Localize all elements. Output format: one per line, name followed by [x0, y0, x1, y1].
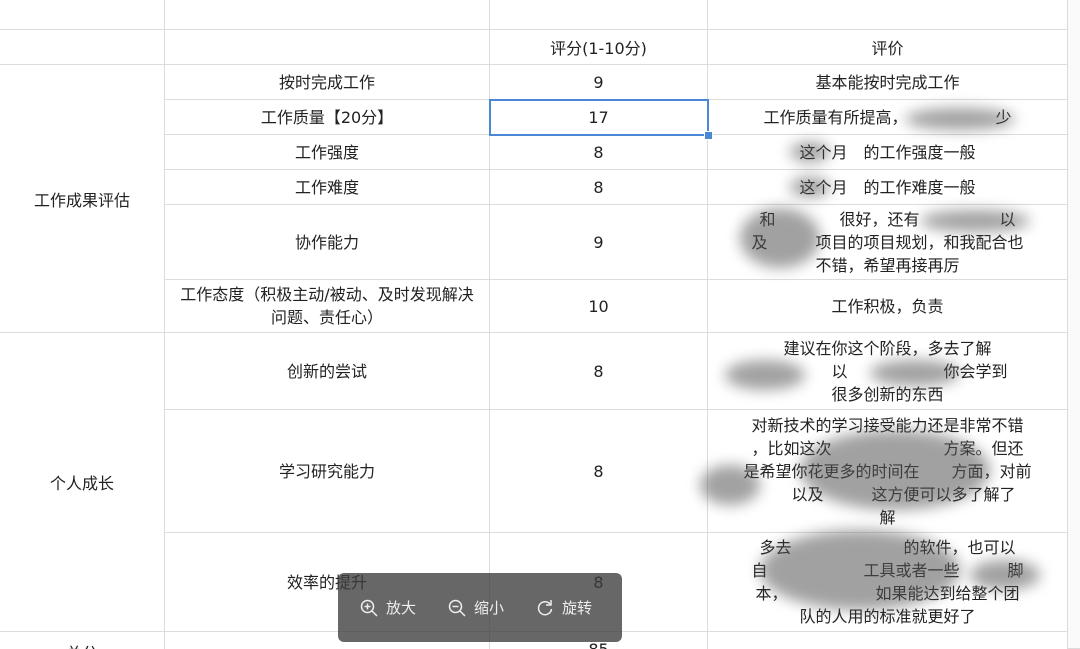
score-cell: 10 — [490, 280, 708, 333]
item-text: 工作质量【20分】 — [260, 107, 394, 127]
blur — [970, 560, 1040, 590]
item-text: 创新的尝试 — [286, 361, 367, 381]
score-text: 9 — [593, 72, 604, 92]
zoom-out-icon — [448, 599, 466, 617]
selected-cell — [489, 99, 709, 136]
item-text: 工作难度 — [294, 177, 359, 197]
score-text: 10 — [588, 296, 609, 316]
item-cell: 创新的尝试 — [165, 333, 490, 410]
item-text: 工作态度（积极主动/被动、及时发现解决问题、责任心） — [180, 285, 474, 327]
image-toolbar: 放大 缩小 旋转 — [338, 573, 622, 642]
blur — [870, 360, 960, 386]
item-cell: 工作质量【20分】 — [165, 100, 490, 135]
blank-cell — [708, 0, 1068, 30]
comment: 建议在你这个阶段，多去了解 以 你会学到 很多创新的东西 — [767, 337, 1007, 406]
item-text: 协作能力 — [294, 232, 359, 252]
blur — [790, 177, 830, 197]
item-text: 工作强度 — [294, 142, 359, 162]
comment-line: 工作积极，负责 — [831, 296, 944, 316]
blank-cell — [0, 0, 165, 30]
group-cell: 工作成果评估 — [0, 65, 165, 333]
score-text: 17 — [588, 107, 609, 127]
group-cell: 个人成长 — [0, 333, 165, 632]
header-cell: 评价 — [708, 30, 1068, 65]
item-text: 学习研究能力 — [278, 461, 375, 481]
score-text: 9 — [593, 232, 604, 252]
comment-line: 以 你会学到 — [831, 361, 1008, 381]
button-label: 旋转 — [562, 599, 593, 617]
blur — [905, 108, 1015, 130]
group-label: 个人成长 — [49, 474, 114, 493]
item-cell: 协作能力 — [165, 205, 490, 280]
comment-line: 不错，希望再接再厉 — [815, 255, 960, 275]
score-cell: 8 — [490, 410, 708, 533]
header-text: 评价 — [871, 39, 904, 58]
blur — [740, 208, 820, 268]
zoom-in-button[interactable]: 放大 — [360, 597, 416, 618]
comment-cell: 工作积极，负责 — [708, 280, 1068, 333]
score-text: 8 — [593, 361, 604, 381]
score-cell: 9 — [490, 65, 708, 100]
zoom-out-button[interactable]: 缩小 — [448, 597, 504, 618]
score-cell: 8 — [490, 135, 708, 170]
total-score-cell: 85 — [490, 632, 708, 649]
total-label: 总分 — [66, 640, 98, 649]
button-label: 放大 — [386, 599, 417, 617]
blur — [700, 465, 760, 505]
item-cell: 学习研究能力 — [165, 410, 490, 533]
button-label: 缩小 — [474, 599, 505, 617]
rotate-icon — [537, 599, 553, 615]
item-cell: 按时完成工作 — [165, 65, 490, 100]
comment-line: 对新技术的学习接受能力还是非常不错 — [751, 415, 1024, 435]
comment-cell: 基本能按时完成工作 — [708, 65, 1068, 100]
score-text: 8 — [593, 142, 604, 162]
item-cell: 工作态度（积极主动/被动、及时发现解决问题、责任心） — [165, 280, 490, 333]
blank-cell — [165, 30, 490, 65]
blur — [725, 360, 805, 390]
comment-line: 基本能按时完成工作 — [815, 72, 960, 92]
comment-line: 建议在你这个阶段，多去了解 — [783, 338, 992, 358]
total-label-cell: 总分 — [0, 632, 165, 649]
blank-cell — [0, 30, 165, 65]
total-score: 85 — [588, 640, 608, 649]
blur — [760, 530, 960, 610]
comment-line: 很多创新的东西 — [831, 384, 944, 404]
score-text: 8 — [593, 177, 604, 197]
comment: 基本能按时完成工作 — [815, 71, 959, 94]
comment-cell: 建议在你这个阶段，多去了解 以 你会学到 很多创新的东西 — [708, 333, 1068, 410]
blank-cell — [708, 632, 1068, 649]
comment-line: 解 — [879, 507, 896, 527]
blur — [790, 142, 830, 162]
fill-handle — [704, 131, 713, 140]
blank-cell — [490, 0, 708, 30]
score-cell: 9 — [490, 205, 708, 280]
rotate-button[interactable]: 旋转 — [536, 597, 592, 618]
comment-cell: 这个月 的工作难度一般 — [708, 170, 1068, 205]
header-cell: 评分(1-10分) — [490, 30, 708, 65]
header-text: 评分(1-10分) — [550, 39, 647, 58]
score-cell: 8 — [490, 170, 708, 205]
item-text: 按时完成工作 — [278, 72, 375, 92]
blur — [920, 210, 1030, 232]
edge — [1068, 0, 1080, 649]
blur — [800, 430, 990, 510]
score-cell: 8 — [490, 333, 708, 410]
comment-cell: 这个月 的工作强度一般 — [708, 135, 1068, 170]
item-cell: 工作强度 — [165, 135, 490, 170]
comment: 工作积极，负责 — [831, 295, 943, 318]
comment-line: 队的人用的标准就更好了 — [799, 607, 976, 626]
blank-cell — [165, 0, 490, 30]
zoom-in-icon — [360, 599, 378, 617]
item-cell: 工作难度 — [165, 170, 490, 205]
group-label: 工作成果评估 — [33, 190, 130, 210]
score-text: 8 — [593, 461, 604, 481]
